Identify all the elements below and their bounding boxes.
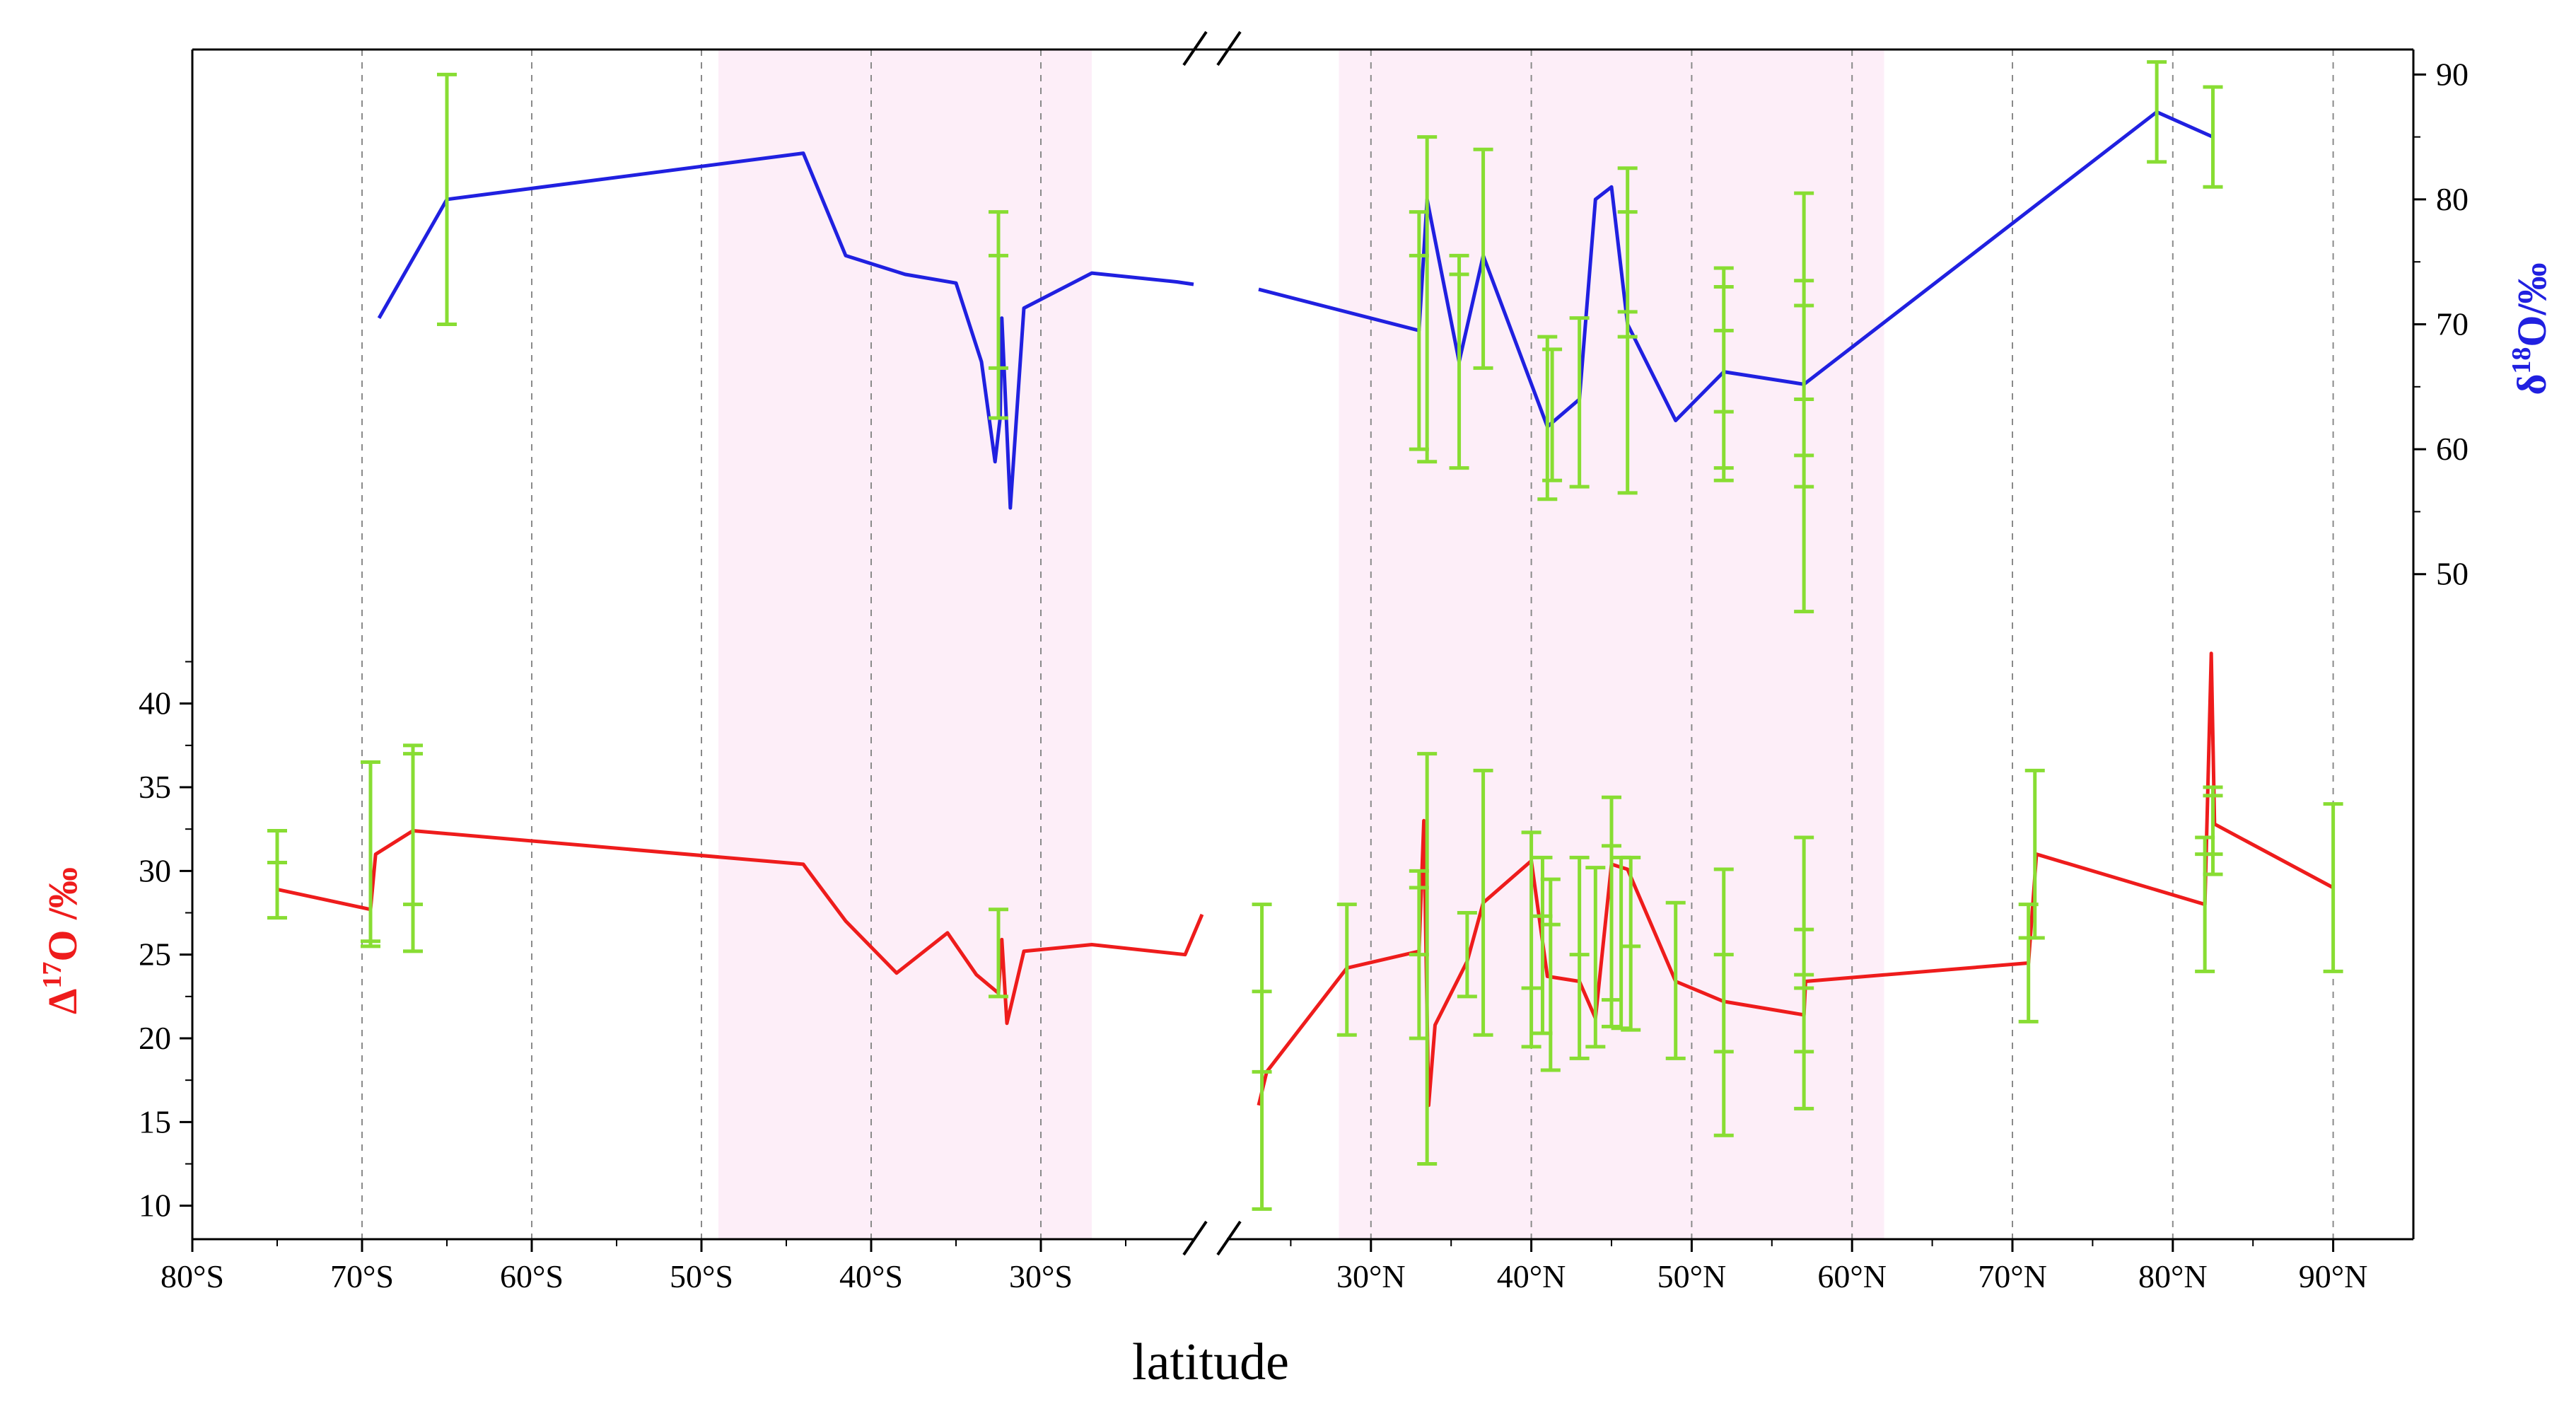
- y-tick-label-d17o: 25: [139, 936, 171, 973]
- x-tick-label: 60°S: [500, 1258, 564, 1294]
- y-tick-label-d18o: 80: [2436, 181, 2469, 217]
- error-bar-d17o: [403, 743, 423, 953]
- y-tick-label-d17o: 10: [139, 1188, 171, 1224]
- error-bar-d18o: [1794, 191, 1814, 614]
- error-bar-d17o: [2203, 785, 2223, 876]
- error-bar-d18o: [1542, 347, 1563, 482]
- x-tick-label: 30°N: [1336, 1258, 1406, 1294]
- error-bar-d17o: [267, 829, 287, 920]
- error-bar-d17o: [1252, 903, 1272, 1211]
- x-tick-label: 80°S: [161, 1258, 224, 1294]
- error-bars: [267, 60, 2343, 1211]
- y-axis-title-d18o: δ18O/‰: [2507, 262, 2555, 395]
- error-bar-d17o: [1521, 830, 1541, 1049]
- error-bar-d17o: [1713, 867, 1734, 1137]
- x-tick-label: 70°S: [330, 1258, 394, 1294]
- y-axis-title-d18o-sup: 18: [2507, 347, 2536, 374]
- error-bar-d18o: [2203, 85, 2223, 189]
- axes: [180, 30, 2426, 1256]
- y-tick-label-d17o: 20: [139, 1020, 171, 1056]
- axis-break-mark-bottom: [1182, 1220, 1208, 1256]
- y-axis-title-d18o-suffix: O/‰: [2509, 262, 2555, 347]
- error-bar-d18o: [2147, 60, 2167, 164]
- y-tick-label-d17o: 30: [139, 852, 171, 888]
- error-bar-d18o: [1417, 135, 1438, 464]
- x-tick-label: 40°N: [1497, 1258, 1566, 1294]
- error-bar-d18o: [437, 72, 457, 327]
- error-bar-d17o: [2024, 768, 2045, 940]
- x-tick-label: 40°S: [839, 1258, 903, 1294]
- tick-labels: 80°S 70°S 60°S 50°S 40°S 30°S 30°N 40°N 50°N 60°N…: [139, 56, 2469, 1294]
- y-axis-title-d17o-sup: 17: [37, 962, 67, 989]
- error-bar-d17o: [1417, 752, 1438, 1166]
- x-tick-label: 50°N: [1657, 1258, 1727, 1294]
- error-bar-d17o: [1540, 877, 1561, 1072]
- shaded-bands: [718, 50, 1884, 1239]
- error-bar-d18o: [1713, 266, 1734, 482]
- x-tick-label: 30°S: [1009, 1258, 1073, 1294]
- error-bar-d17o: [1569, 855, 1590, 1060]
- axis-break-mark-top: [1182, 30, 1208, 66]
- error-bar-d18o: [1617, 166, 1638, 495]
- x-tick-label: 80°N: [2138, 1258, 2208, 1294]
- y-tick-label-d17o: 35: [139, 769, 171, 805]
- y-axis-title-d18o-prefix: δ: [2509, 374, 2555, 395]
- y-axis-title-d17o-suffix: O /‰: [40, 867, 86, 962]
- y-tick-label-d17o: 15: [139, 1103, 171, 1139]
- series-line-d18o-south: [377, 151, 1194, 510]
- error-bar-d17o: [2323, 802, 2343, 973]
- shaded-band-1: [1339, 50, 1884, 1239]
- error-bar-d17o: [1621, 855, 1641, 1032]
- shaded-band-0: [718, 50, 1092, 1239]
- y-tick-label-d18o: 70: [2436, 306, 2469, 342]
- x-axis-title: latitude: [1132, 1333, 1289, 1391]
- y-tick-label-d17o: 40: [139, 685, 171, 721]
- error-bar-d17o: [1794, 835, 1814, 1110]
- y-tick-label-d18o: 60: [2436, 431, 2469, 467]
- error-bar-d18o: [989, 210, 1008, 420]
- error-bar-d18o: [1473, 147, 1493, 370]
- x-tick-label: 50°S: [670, 1258, 733, 1294]
- x-tick-label: 70°N: [1978, 1258, 2047, 1294]
- series-line-d17o-south: [276, 829, 1204, 1026]
- error-bar-d17o: [1457, 911, 1477, 999]
- error-bar-d18o: [1449, 253, 1469, 470]
- y-axis-title-d17o: Δ17O /‰: [37, 867, 86, 1014]
- error-bar-d17o: [1473, 768, 1493, 1037]
- axis-break-mark-top: [1216, 30, 1242, 66]
- error-bar-d17o: [1585, 866, 1606, 1049]
- error-bar-d17o: [1336, 903, 1357, 1037]
- error-bar-d17o: [361, 760, 380, 948]
- series-line-d18o-north: [1258, 110, 2214, 429]
- error-bar-d17o: [989, 907, 1008, 999]
- axis-break-mark-bottom: [1216, 1220, 1242, 1256]
- y-tick-label-d18o: 50: [2436, 556, 2469, 592]
- error-bar-d17o: [1665, 900, 1686, 1060]
- error-bar-d18o: [1569, 316, 1590, 489]
- series-lines: [276, 110, 2334, 1108]
- x-tick-label: 90°N: [2299, 1258, 2368, 1294]
- x-tick-label: 60°N: [1817, 1258, 1887, 1294]
- y-tick-label-d18o: 90: [2436, 56, 2469, 92]
- y-axis-title-d17o-prefix: Δ: [40, 989, 86, 1014]
- error-bar-d18o: [1537, 335, 1558, 501]
